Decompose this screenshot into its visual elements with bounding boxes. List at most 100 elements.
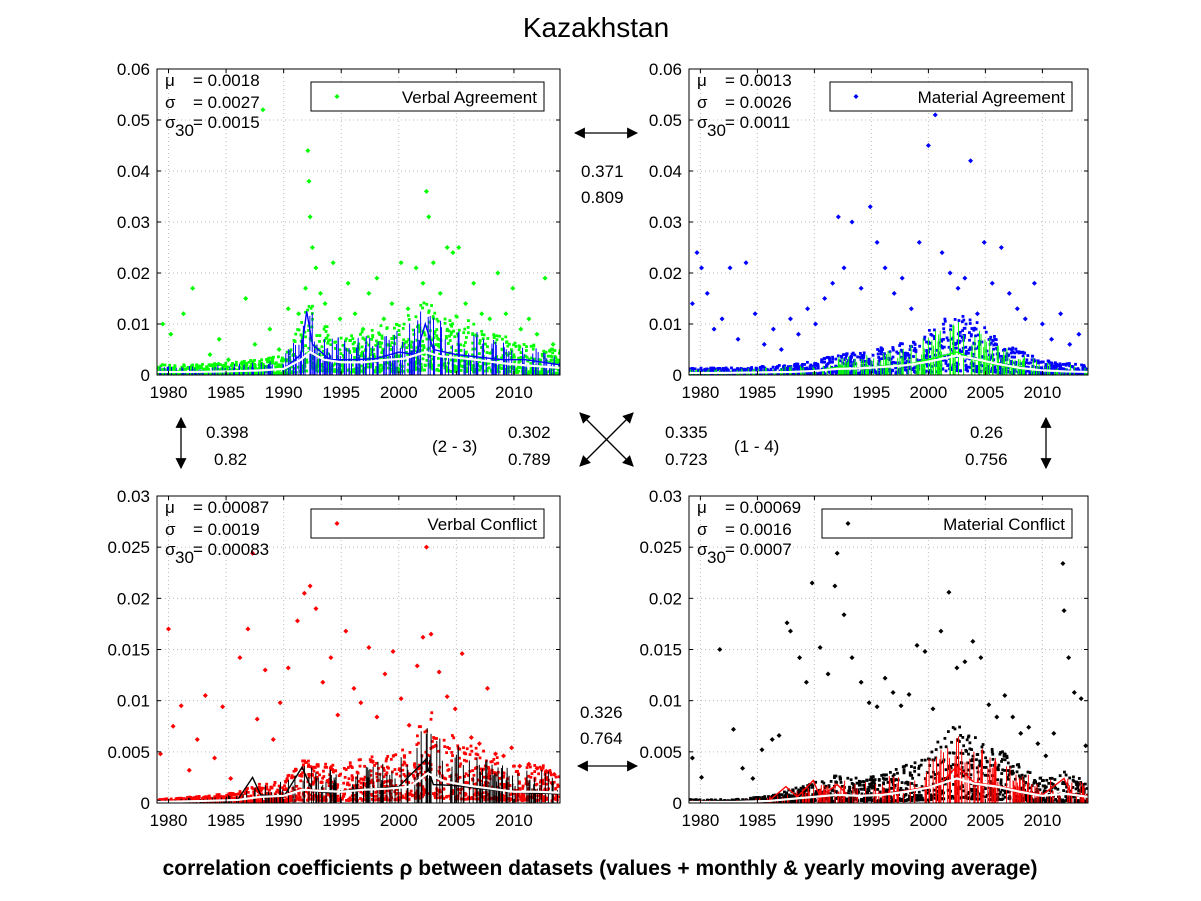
cloud-dot [352, 370, 356, 374]
cloud-dot [385, 757, 389, 761]
cloud-dot [422, 787, 425, 791]
cloud-dot [398, 774, 402, 778]
cloud-dot [268, 788, 271, 792]
cloud-dot [506, 368, 510, 372]
cloud-dot [307, 759, 310, 763]
legend: Verbal Agreement [310, 81, 545, 112]
cloud-dot [363, 789, 367, 793]
cloud-dot [360, 345, 364, 349]
cloud-dot [482, 749, 485, 753]
cloud-dot [964, 345, 968, 349]
cloud-dot [480, 769, 484, 772]
cloud-dot [380, 369, 383, 372]
cloud-dot [383, 784, 387, 788]
cloud-dot [249, 800, 252, 803]
cloud-dot [449, 333, 453, 336]
cloud-dot [545, 796, 548, 800]
cloud-dot [802, 367, 806, 371]
cloud-dot [693, 367, 697, 371]
cloud-dot [265, 787, 268, 791]
cloud-dot [968, 331, 971, 334]
cloud-dot [542, 795, 545, 799]
cloud-dot [373, 798, 377, 802]
data-point [830, 280, 836, 286]
legend-marker [853, 94, 859, 99]
cloud-dot [394, 336, 398, 340]
cloud-dot [478, 368, 482, 372]
cloud-dot [402, 760, 406, 764]
cloud-dot [997, 364, 1001, 368]
cloud-dot [1038, 372, 1042, 375]
cloud-dot [548, 361, 552, 364]
cloud-dot [395, 788, 399, 791]
x-tick-label: 1985 [207, 383, 245, 402]
cloud-dot [318, 795, 321, 799]
cloud-dot [230, 368, 234, 372]
cloud-dot [265, 800, 269, 803]
cloud-dot [862, 354, 866, 357]
cloud-dot [554, 787, 557, 791]
cloud-dot [481, 791, 485, 795]
cloud-dot [451, 792, 455, 795]
cloud-dot [476, 791, 480, 795]
cloud-dot [543, 351, 546, 355]
cloud-dot [383, 791, 386, 795]
cloud-dot [525, 345, 528, 349]
cloud-dot [892, 360, 895, 364]
cloud-dot [557, 775, 560, 779]
cloud-dot [465, 366, 469, 370]
cloud-dot [321, 797, 325, 800]
cloud-dot [1082, 364, 1086, 367]
cloud-dot [749, 368, 753, 371]
cloud-dot [378, 333, 382, 336]
cloud-dot [329, 343, 333, 347]
cloud-dot [471, 777, 474, 781]
cloud-dot [1030, 372, 1034, 375]
cloud-dot [813, 363, 817, 367]
cloud-dot [521, 784, 525, 788]
stat-symbol: σ [165, 93, 176, 112]
cloud-dot [259, 789, 263, 793]
cloud-dot [1026, 365, 1030, 369]
cloud-dot [972, 328, 976, 332]
cloud-dot [352, 350, 356, 353]
cloud-dot [449, 358, 453, 362]
cloud-dot [413, 765, 417, 769]
cloud-dot [522, 798, 526, 802]
cloud-dot [452, 329, 455, 333]
cloud-dot [478, 357, 482, 360]
cloud-dot [291, 795, 294, 799]
cloud-dot [976, 333, 980, 337]
cloud-dot [494, 771, 497, 775]
cloud-dot [496, 761, 500, 765]
cloud-dot [512, 343, 515, 347]
cloud-dot [374, 791, 378, 794]
cloud-dot [513, 341, 517, 345]
stat-value: = 0.0011 [725, 113, 790, 132]
cloud-dot [453, 354, 457, 358]
cloud-dot [928, 347, 932, 351]
cloud-dot [403, 774, 407, 778]
cloud-dot [880, 371, 884, 375]
cloud-dot [399, 769, 403, 773]
cloud-dot [274, 361, 278, 365]
cloud-dot [1058, 366, 1062, 370]
cloud-dot [368, 365, 372, 369]
cloud-dot [944, 362, 948, 365]
cloud-dot [381, 347, 385, 351]
cloud-dot [710, 368, 714, 372]
data-point [932, 112, 938, 118]
cloud-dot [353, 793, 357, 797]
cloud-dot [991, 338, 995, 342]
cloud-dot [382, 781, 386, 785]
cloud-dot [406, 363, 410, 366]
data-points [160, 107, 556, 363]
cloud-dot [944, 369, 948, 373]
panel-2: 1980 1985 1990 1995 2000 2005 201000.010.020.0… [649, 60, 1089, 402]
cloud-dot [880, 357, 884, 361]
data-point [770, 326, 776, 332]
cloud-dot [987, 364, 990, 368]
cloud-dot [932, 335, 936, 338]
cloud-dot [393, 768, 397, 771]
cloud-dot [486, 781, 489, 784]
